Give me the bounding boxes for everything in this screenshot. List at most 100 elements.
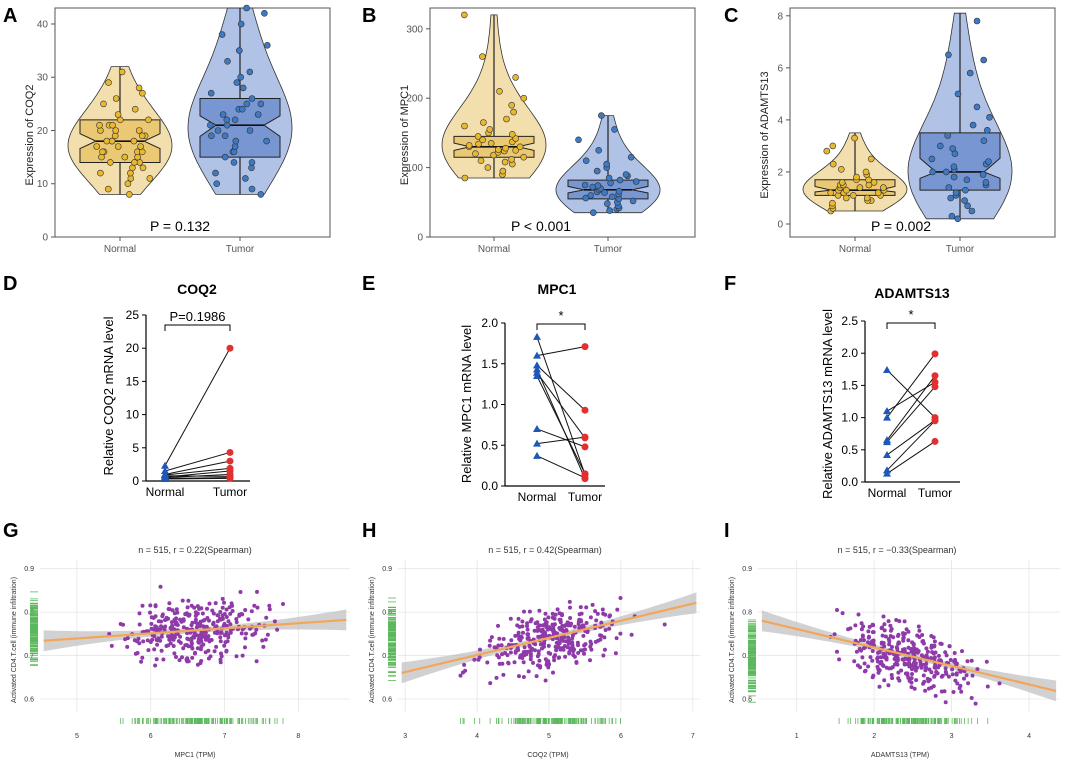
fit-line: [401, 601, 697, 675]
scatter-point: [239, 631, 244, 636]
scatter-point: [550, 615, 555, 620]
scatter-point: [576, 622, 581, 627]
scatter-point: [859, 621, 864, 626]
scatter-point: [198, 647, 203, 652]
scatter-point: [923, 688, 928, 693]
scatter-point: [953, 678, 958, 683]
data-point: [221, 153, 229, 161]
data-point: [985, 158, 992, 165]
pair-line: [536, 372, 586, 439]
data-point: [146, 175, 154, 182]
scatter-point: [835, 608, 839, 612]
pvalue-a: P = 0.132: [150, 218, 210, 234]
scatter-point: [234, 617, 239, 621]
scatter-point: [906, 645, 911, 650]
scatter-point: [228, 622, 233, 627]
scatter-point: [485, 660, 490, 665]
scatter-point: [566, 621, 571, 626]
scatter-point: [985, 684, 990, 689]
data-point: [109, 121, 116, 129]
x-tick-label: 6: [149, 733, 153, 740]
scatter-point: [512, 660, 517, 665]
scatter-point: [884, 665, 889, 670]
scatter-point: [164, 644, 169, 648]
data-point: [979, 171, 987, 178]
scatter-point: [601, 611, 606, 616]
scatter-point: [832, 632, 837, 637]
scatter-point: [516, 616, 521, 621]
scatter-point: [970, 673, 975, 678]
scatter-point: [848, 626, 853, 631]
xtitle-i: ADAMTS13 (TPM): [871, 752, 929, 759]
scatter-point: [577, 625, 582, 630]
data-point: [223, 121, 231, 129]
scatter-point: [458, 673, 463, 678]
data-point: [208, 132, 215, 140]
scatter-point: [180, 598, 185, 603]
y-tick-label: 20: [37, 126, 49, 137]
scatter-point: [554, 648, 559, 653]
scatter-point: [581, 633, 586, 638]
plot-frame: [429, 7, 696, 238]
scatter-point: [954, 671, 959, 676]
data-point: [593, 167, 601, 175]
significance-bracket: [536, 323, 586, 330]
normal-point: [161, 471, 169, 479]
scatter-point: [566, 635, 571, 640]
scatter-point: [251, 632, 256, 637]
scatter-point: [890, 676, 895, 681]
pair-line: [536, 436, 586, 445]
scatter-point: [218, 660, 223, 665]
scatter-point: [507, 642, 511, 647]
data-point: [606, 207, 614, 214]
scatter-point: [866, 664, 871, 669]
scatter-point: [174, 655, 178, 659]
scatter-point: [889, 627, 894, 631]
scatter-point: [889, 673, 894, 677]
data-point: [472, 150, 479, 157]
data-point: [479, 53, 486, 60]
data-point: [121, 153, 129, 161]
scatter-point: [254, 659, 259, 664]
data-point: [948, 212, 956, 220]
data-point: [223, 116, 231, 124]
y-tick-label: 1.0: [481, 398, 498, 412]
scatter-point: [543, 678, 548, 683]
data-point: [856, 184, 864, 191]
plot-frame: [54, 7, 331, 238]
data-point: [263, 137, 270, 145]
scatter-point: [551, 626, 556, 630]
data-point: [219, 111, 227, 118]
scatter-point: [156, 636, 161, 641]
scatter-point: [125, 644, 130, 649]
x-tick-label: Normal: [868, 486, 907, 500]
scatter-point: [538, 642, 543, 647]
data-point: [107, 159, 114, 166]
scatter-point: [230, 609, 235, 613]
scatter-point: [997, 681, 1002, 686]
x-tick-label: Tumor: [226, 244, 255, 255]
data-point: [124, 180, 132, 187]
data-point: [237, 73, 244, 81]
scatter-point: [185, 631, 190, 636]
scatter-point: [559, 635, 564, 640]
scatter-point: [557, 641, 562, 646]
scatter-point: [159, 634, 164, 639]
scatter-point: [186, 659, 191, 664]
scatter-point: [137, 622, 142, 627]
scatter-point: [153, 603, 158, 608]
scatter-point: [571, 653, 576, 657]
y-tick-label: 0.9: [24, 566, 34, 573]
scatter-point: [212, 649, 217, 654]
data-point: [608, 193, 616, 201]
scatter-point: [906, 638, 911, 643]
data-point: [823, 147, 831, 155]
scatter-point: [862, 661, 867, 666]
chart-g: 5 6 7 8 0.6 0.7 0.8 0.9: [24, 560, 350, 740]
scatter-point: [894, 618, 899, 622]
scatter-point: [942, 689, 947, 694]
data-point: [112, 127, 119, 134]
pair-line: [886, 419, 936, 456]
scatter-point: [193, 620, 198, 625]
scatter-point: [136, 636, 141, 641]
